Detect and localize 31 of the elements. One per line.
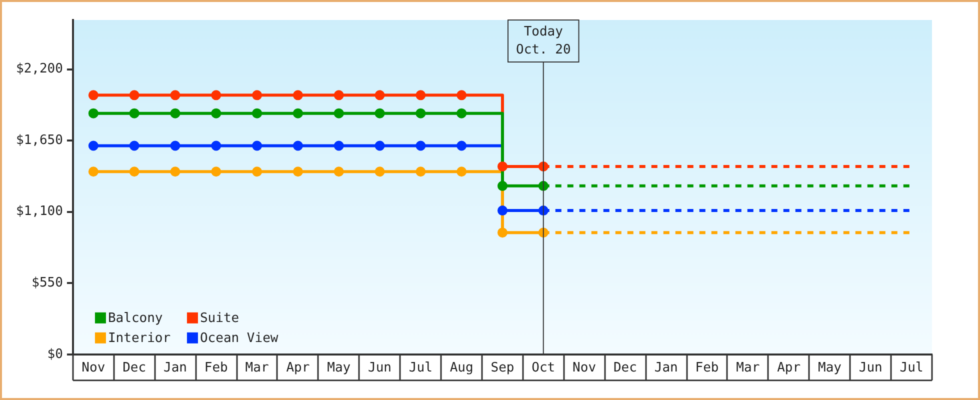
x-tick-label: Jan [654, 360, 678, 376]
legend-label: Balcony [108, 310, 163, 326]
x-tick-label: Jun [858, 360, 882, 376]
x-tick-label: Mar [245, 360, 269, 376]
y-tick-label: $0 [47, 346, 63, 362]
x-tick-label: Dec [122, 360, 146, 376]
y-tick-label: $1,650 [16, 132, 63, 148]
legend-label: Suite [200, 310, 240, 326]
ref-line-label: Today Oct. 20 [516, 24, 571, 58]
y-tick-label: $2,200 [16, 62, 63, 77]
x-tick-label: Aug [450, 360, 474, 376]
y-tick-label: $550 [32, 275, 63, 290]
y-tick-label: $1,100 [16, 204, 63, 220]
x-tick-label: Feb [695, 360, 719, 376]
x-tick-label: Jul [408, 360, 432, 376]
x-tick-label: Jul [900, 360, 924, 376]
x-tick-label: Nov [82, 360, 106, 376]
x-tick-label: Nov [572, 360, 596, 376]
x-tick-label: Apr [286, 360, 310, 376]
x-tick-label: Jun [368, 360, 392, 376]
legend-label: Ocean View [200, 330, 278, 346]
x-tick-label: Sep [490, 360, 514, 376]
x-tick-label: Feb [204, 360, 228, 376]
x-tick-label: Apr [777, 360, 801, 376]
x-tick-label: Jan [163, 360, 187, 376]
legend-label: Interior [108, 330, 171, 346]
x-tick-label: May [818, 360, 842, 376]
x-tick-label: Dec [613, 360, 637, 376]
x-tick-label: May [327, 360, 351, 376]
x-tick-label: Oct [532, 360, 556, 376]
x-tick-label: Mar [736, 360, 760, 376]
